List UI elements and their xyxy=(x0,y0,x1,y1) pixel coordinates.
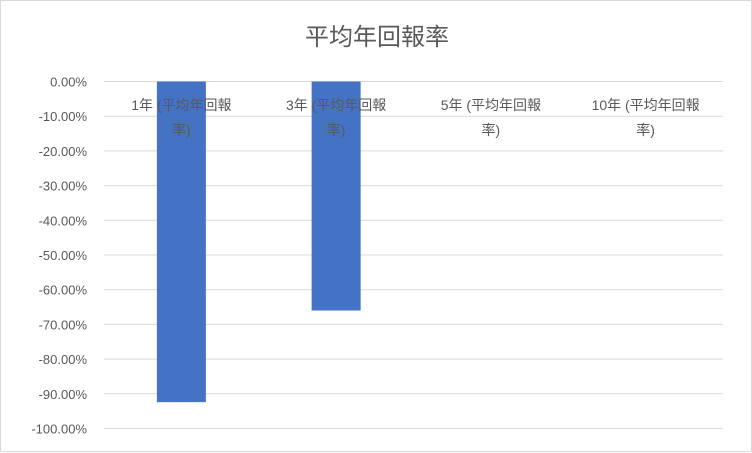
x-category-label: 1年 (平均年回報 xyxy=(131,97,231,113)
y-tick-label: -20.00% xyxy=(39,144,88,159)
y-tick-label: -80.00% xyxy=(39,352,88,367)
x-category-label: 5年 (平均年回報 xyxy=(441,97,541,113)
chart-title: 平均年回報率 xyxy=(305,23,449,51)
y-tick-label: -50.00% xyxy=(39,248,88,263)
x-category-label: 率) xyxy=(172,122,191,138)
x-category-label: 3年 (平均年回報 xyxy=(286,97,386,113)
y-tick-label: -30.00% xyxy=(39,179,88,194)
y-tick-label: -70.00% xyxy=(39,317,88,332)
y-tick-label: -90.00% xyxy=(39,387,88,402)
y-tick-label: -40.00% xyxy=(39,213,88,228)
x-category-label: 10年 (平均年回報 xyxy=(592,97,700,113)
y-tick-label: -100.00% xyxy=(31,422,87,437)
bar xyxy=(311,81,361,311)
x-category-label: 率) xyxy=(327,122,346,138)
y-tick-label: 0.00% xyxy=(50,75,87,90)
y-tick-label: -60.00% xyxy=(39,283,88,298)
x-category-label: 率) xyxy=(636,122,655,138)
y-tick-label: -10.00% xyxy=(39,109,88,124)
x-category-label: 率) xyxy=(482,122,501,138)
bar xyxy=(156,81,206,403)
